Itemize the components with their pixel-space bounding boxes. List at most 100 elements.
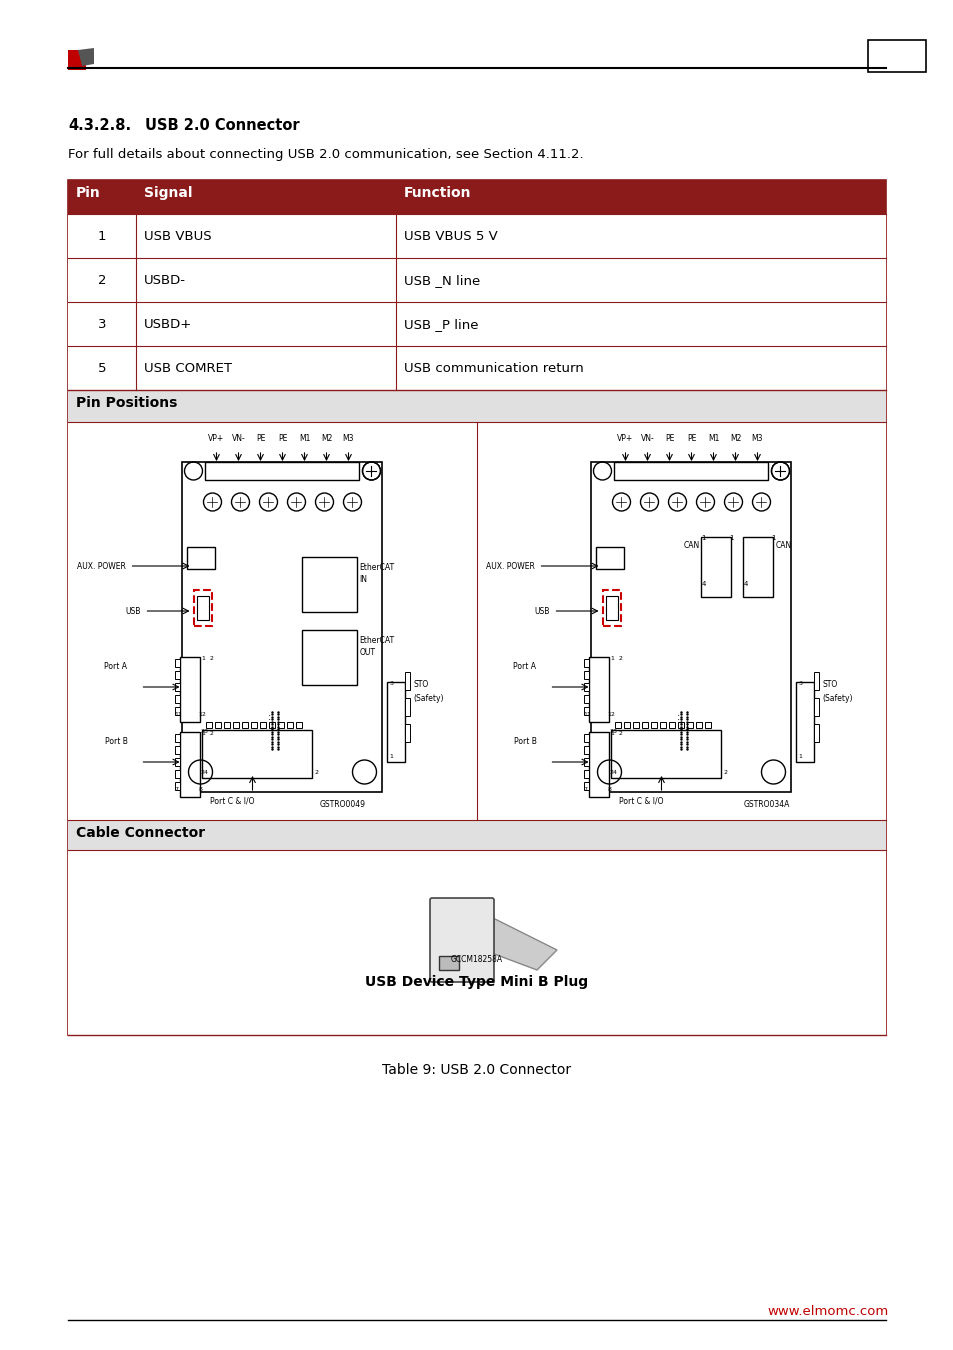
Bar	[387, 682, 405, 761]
Text: 5: 5	[97, 362, 106, 375]
Polygon shape	[78, 49, 94, 66]
Text: EtherCAT: EtherCAT	[359, 563, 395, 572]
Text: CAN: CAN	[775, 541, 791, 549]
Text: 1: 1	[700, 535, 705, 541]
Text: Port C & I/O: Port C & I/O	[618, 796, 663, 805]
Text: 12: 12	[607, 711, 615, 717]
FancyBboxPatch shape	[68, 50, 86, 70]
Bar	[302, 558, 357, 612]
Bar	[584, 757, 589, 765]
Text: M3: M3	[751, 433, 762, 443]
Bar	[641, 722, 648, 728]
Bar	[175, 747, 180, 755]
Bar	[705, 722, 711, 728]
Bar	[438, 956, 458, 971]
Text: Port B: Port B	[513, 737, 536, 747]
Text: 1  2: 1 2	[611, 656, 622, 662]
Bar	[260, 722, 266, 728]
Bar	[584, 659, 589, 667]
Text: CAN: CAN	[682, 541, 699, 549]
Text: USB: USB	[125, 608, 140, 616]
Text: USB 2.0 Connector: USB 2.0 Connector	[145, 117, 299, 134]
Bar	[651, 722, 657, 728]
Bar	[584, 734, 589, 743]
Text: STO: STO	[821, 680, 837, 688]
Text: VP+: VP+	[208, 433, 224, 443]
Text: M1: M1	[707, 433, 719, 443]
Text: 1: 1	[771, 535, 775, 541]
Text: AUX. POWER: AUX. POWER	[485, 562, 534, 571]
Text: USBD-: USBD-	[144, 274, 186, 288]
Bar	[405, 724, 410, 742]
Text: M2: M2	[320, 433, 332, 443]
Text: (Safety): (Safety)	[821, 694, 852, 703]
Bar	[696, 722, 701, 728]
Text: 3: 3	[389, 680, 393, 686]
Bar	[215, 722, 221, 728]
Text: STO: STO	[413, 680, 428, 688]
Bar	[175, 695, 180, 703]
Text: For full details about connecting USB 2.0 communication, see Section 4.11.2.: For full details about connecting USB 2.…	[68, 148, 583, 161]
Text: 1: 1	[97, 230, 106, 243]
Text: (Safety): (Safety)	[413, 694, 443, 703]
Text: PE: PE	[277, 433, 287, 443]
Bar	[867, 40, 925, 72]
Text: IN: IN	[359, 575, 367, 585]
Text: 3: 3	[798, 680, 801, 686]
Bar	[68, 850, 885, 1035]
Bar	[68, 180, 885, 215]
Text: VN-: VN-	[232, 433, 245, 443]
Bar	[68, 390, 885, 423]
Text: 11: 11	[174, 711, 182, 717]
Bar	[175, 659, 180, 667]
Text: Port A: Port A	[513, 662, 536, 671]
Text: 8: 8	[607, 787, 611, 792]
Text: USB: USB	[534, 608, 549, 616]
Text: VN-: VN-	[640, 433, 654, 443]
Bar	[175, 757, 180, 765]
Text: 2: 2	[97, 274, 106, 288]
Text: USB COMRET: USB COMRET	[144, 362, 232, 375]
Bar	[68, 302, 885, 346]
Text: USB communication return: USB communication return	[403, 362, 583, 375]
Bar	[68, 346, 885, 390]
Bar	[633, 722, 639, 728]
Bar	[405, 698, 410, 716]
Text: 12: 12	[198, 711, 206, 717]
Text: 1  2: 1 2	[202, 656, 214, 662]
Bar	[175, 707, 180, 716]
Text: Pin: Pin	[76, 186, 101, 200]
Bar	[591, 462, 791, 792]
Bar	[252, 722, 257, 728]
Bar	[194, 590, 213, 626]
Text: USB Device Type Mini B Plug: USB Device Type Mini B Plug	[365, 975, 588, 990]
Text: 2: 2	[722, 769, 727, 775]
Text: 24: 24	[200, 769, 209, 775]
Bar	[814, 672, 819, 690]
Bar	[603, 590, 620, 626]
Text: VP+: VP+	[617, 433, 633, 443]
Text: Pin Positions: Pin Positions	[76, 396, 177, 410]
Bar	[584, 671, 589, 679]
Text: USB _P line: USB _P line	[403, 319, 478, 331]
Text: 2: 2	[314, 769, 318, 775]
Bar	[589, 657, 609, 722]
Text: Cable Connector: Cable Connector	[76, 826, 205, 840]
Text: www.elmomc.com: www.elmomc.com	[766, 1305, 887, 1318]
Bar	[584, 747, 589, 755]
Bar	[659, 722, 666, 728]
Text: 1  2: 1 2	[202, 730, 214, 736]
Bar	[606, 595, 618, 620]
Text: 7: 7	[583, 787, 587, 792]
Text: 11: 11	[583, 711, 591, 717]
Bar	[296, 722, 302, 728]
Text: GCCM18258A: GCCM18258A	[451, 954, 502, 964]
Text: M3: M3	[342, 433, 354, 443]
Bar	[278, 722, 284, 728]
Bar	[175, 734, 180, 743]
Text: Port A: Port A	[105, 662, 128, 671]
Bar	[182, 462, 382, 792]
Text: EtherCAT: EtherCAT	[359, 636, 395, 645]
Text: 1: 1	[798, 755, 801, 759]
Bar	[584, 707, 589, 716]
